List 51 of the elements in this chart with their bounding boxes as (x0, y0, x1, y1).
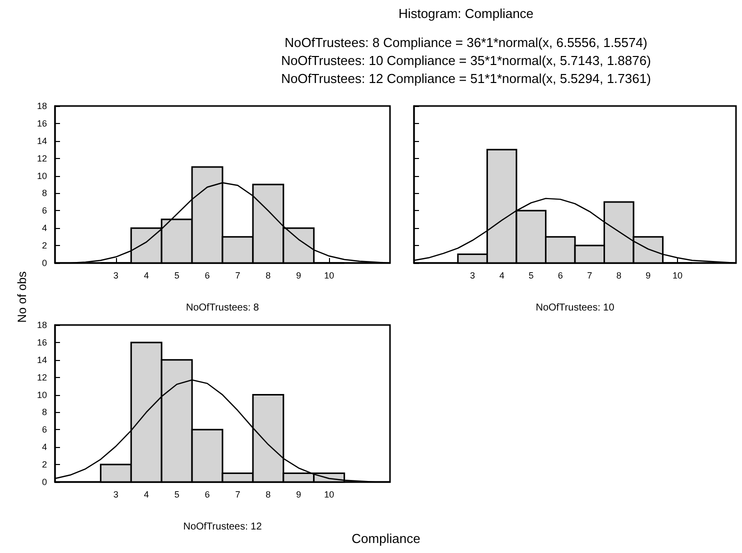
y-tick-label: 2 (42, 240, 47, 251)
x-tick-label: 4 (144, 270, 149, 280)
x-tick-label: 9 (296, 270, 302, 280)
y-tick-label: 14 (36, 354, 47, 365)
x-tick-label: 6 (204, 490, 210, 500)
x-tick-label: 5 (174, 490, 180, 500)
y-tick-label: 6 (42, 424, 47, 435)
x-tick-label: 4 (144, 490, 149, 500)
y-axis-title: No of obs (15, 270, 29, 325)
y-tick-label: 18 (36, 320, 47, 330)
x-tick-label: 10 (672, 270, 682, 280)
x-axis-title: NoOfTrustees: 12 (183, 522, 262, 532)
x-tick-label: 8 (616, 270, 622, 280)
x-tick-label: 7 (587, 270, 592, 280)
y-tick-label: 14 (36, 136, 47, 146)
y-tick-label: 8 (42, 188, 47, 198)
x-tick-label: 5 (528, 270, 534, 280)
x-tick-label: 10 (324, 490, 334, 500)
text: NoOfTrustees: 8 Compliance = 36*1*normal(x, 6.5556, 1.5574) NoOfTrustees: 10 Compliance = 35*1*normal(x, 5.7143, 1.8876) NoOfTrustees: 12 Compliance = 51*1*normal(x, 5.5294, 1.7361) (280, 34, 652, 88)
x-tick-label: 3 (470, 270, 476, 280)
y-tick-label: 4 (42, 442, 47, 452)
x-axis-title: NoOfTrustees: 10 (536, 302, 615, 314)
y-tick-label: 10 (36, 170, 47, 181)
y-tick-label: 18 (36, 101, 47, 111)
x-tick-label: 10 (324, 270, 334, 280)
y-tick-label: 12 (36, 153, 47, 164)
x-tick-label: 9 (296, 490, 302, 500)
y-tick-label: 2 (42, 460, 47, 470)
x-tick-label: 5 (174, 270, 180, 280)
chart-title: Histogram: Compliance (397, 6, 535, 21)
y-tick-label: 0 (42, 258, 47, 268)
x-axis-title: NoOfTrustees: 8 (186, 302, 260, 314)
y-tick-label: 16 (36, 337, 47, 348)
x-tick-label: 9 (646, 270, 651, 280)
y-tick-label: 4 (42, 223, 47, 234)
x-tick-label: 7 (235, 270, 240, 280)
y-tick-label: 8 (42, 407, 47, 418)
x-tick-label: 3 (113, 490, 118, 500)
text: Compliance (350, 531, 422, 546)
y-tick-label: 10 (36, 390, 47, 400)
x-tick-label: 6 (204, 270, 210, 280)
x-tick-label: 6 (558, 270, 563, 280)
x-tick-label: 7 (235, 490, 240, 500)
y-tick-label: 0 (42, 477, 47, 487)
x-tick-label: 3 (113, 270, 118, 280)
x-tick-label: 4 (499, 270, 504, 280)
x-tick-label: 8 (266, 270, 271, 280)
x-tick-label: 8 (266, 490, 271, 500)
y-tick-label: 6 (42, 206, 47, 216)
y-tick-label: 16 (36, 118, 47, 128)
y-tick-label: 12 (36, 372, 47, 382)
